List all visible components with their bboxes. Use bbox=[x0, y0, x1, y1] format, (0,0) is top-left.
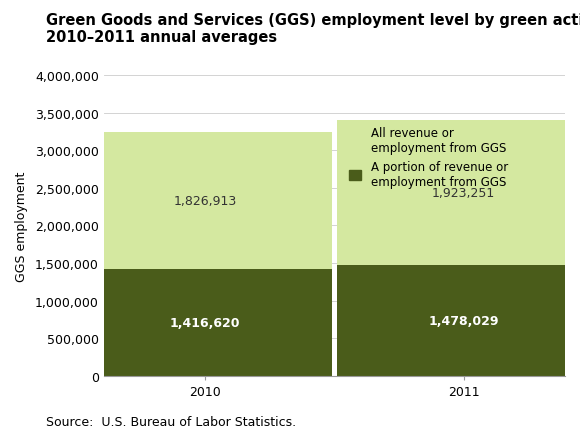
Bar bbox=[78, 132, 332, 270]
Text: 1,826,913: 1,826,913 bbox=[173, 195, 237, 208]
Legend: All revenue or
employment from GGS, A portion of revenue or
employment from GGS: All revenue or employment from GGS, A po… bbox=[350, 127, 508, 188]
Bar bbox=[336, 265, 580, 376]
Text: Green Goods and Services (GGS) employment level by green activity,
2010–2011 ann: Green Goods and Services (GGS) employmen… bbox=[46, 13, 580, 45]
Bar bbox=[336, 121, 580, 265]
Text: 1,923,251: 1,923,251 bbox=[432, 186, 495, 200]
Text: Source:  U.S. Bureau of Labor Statistics.: Source: U.S. Bureau of Labor Statistics. bbox=[46, 415, 296, 428]
Bar bbox=[78, 270, 332, 376]
Text: 1,478,029: 1,478,029 bbox=[428, 314, 499, 327]
Y-axis label: GGS employment: GGS employment bbox=[15, 171, 28, 281]
Text: 1,416,620: 1,416,620 bbox=[170, 316, 241, 329]
